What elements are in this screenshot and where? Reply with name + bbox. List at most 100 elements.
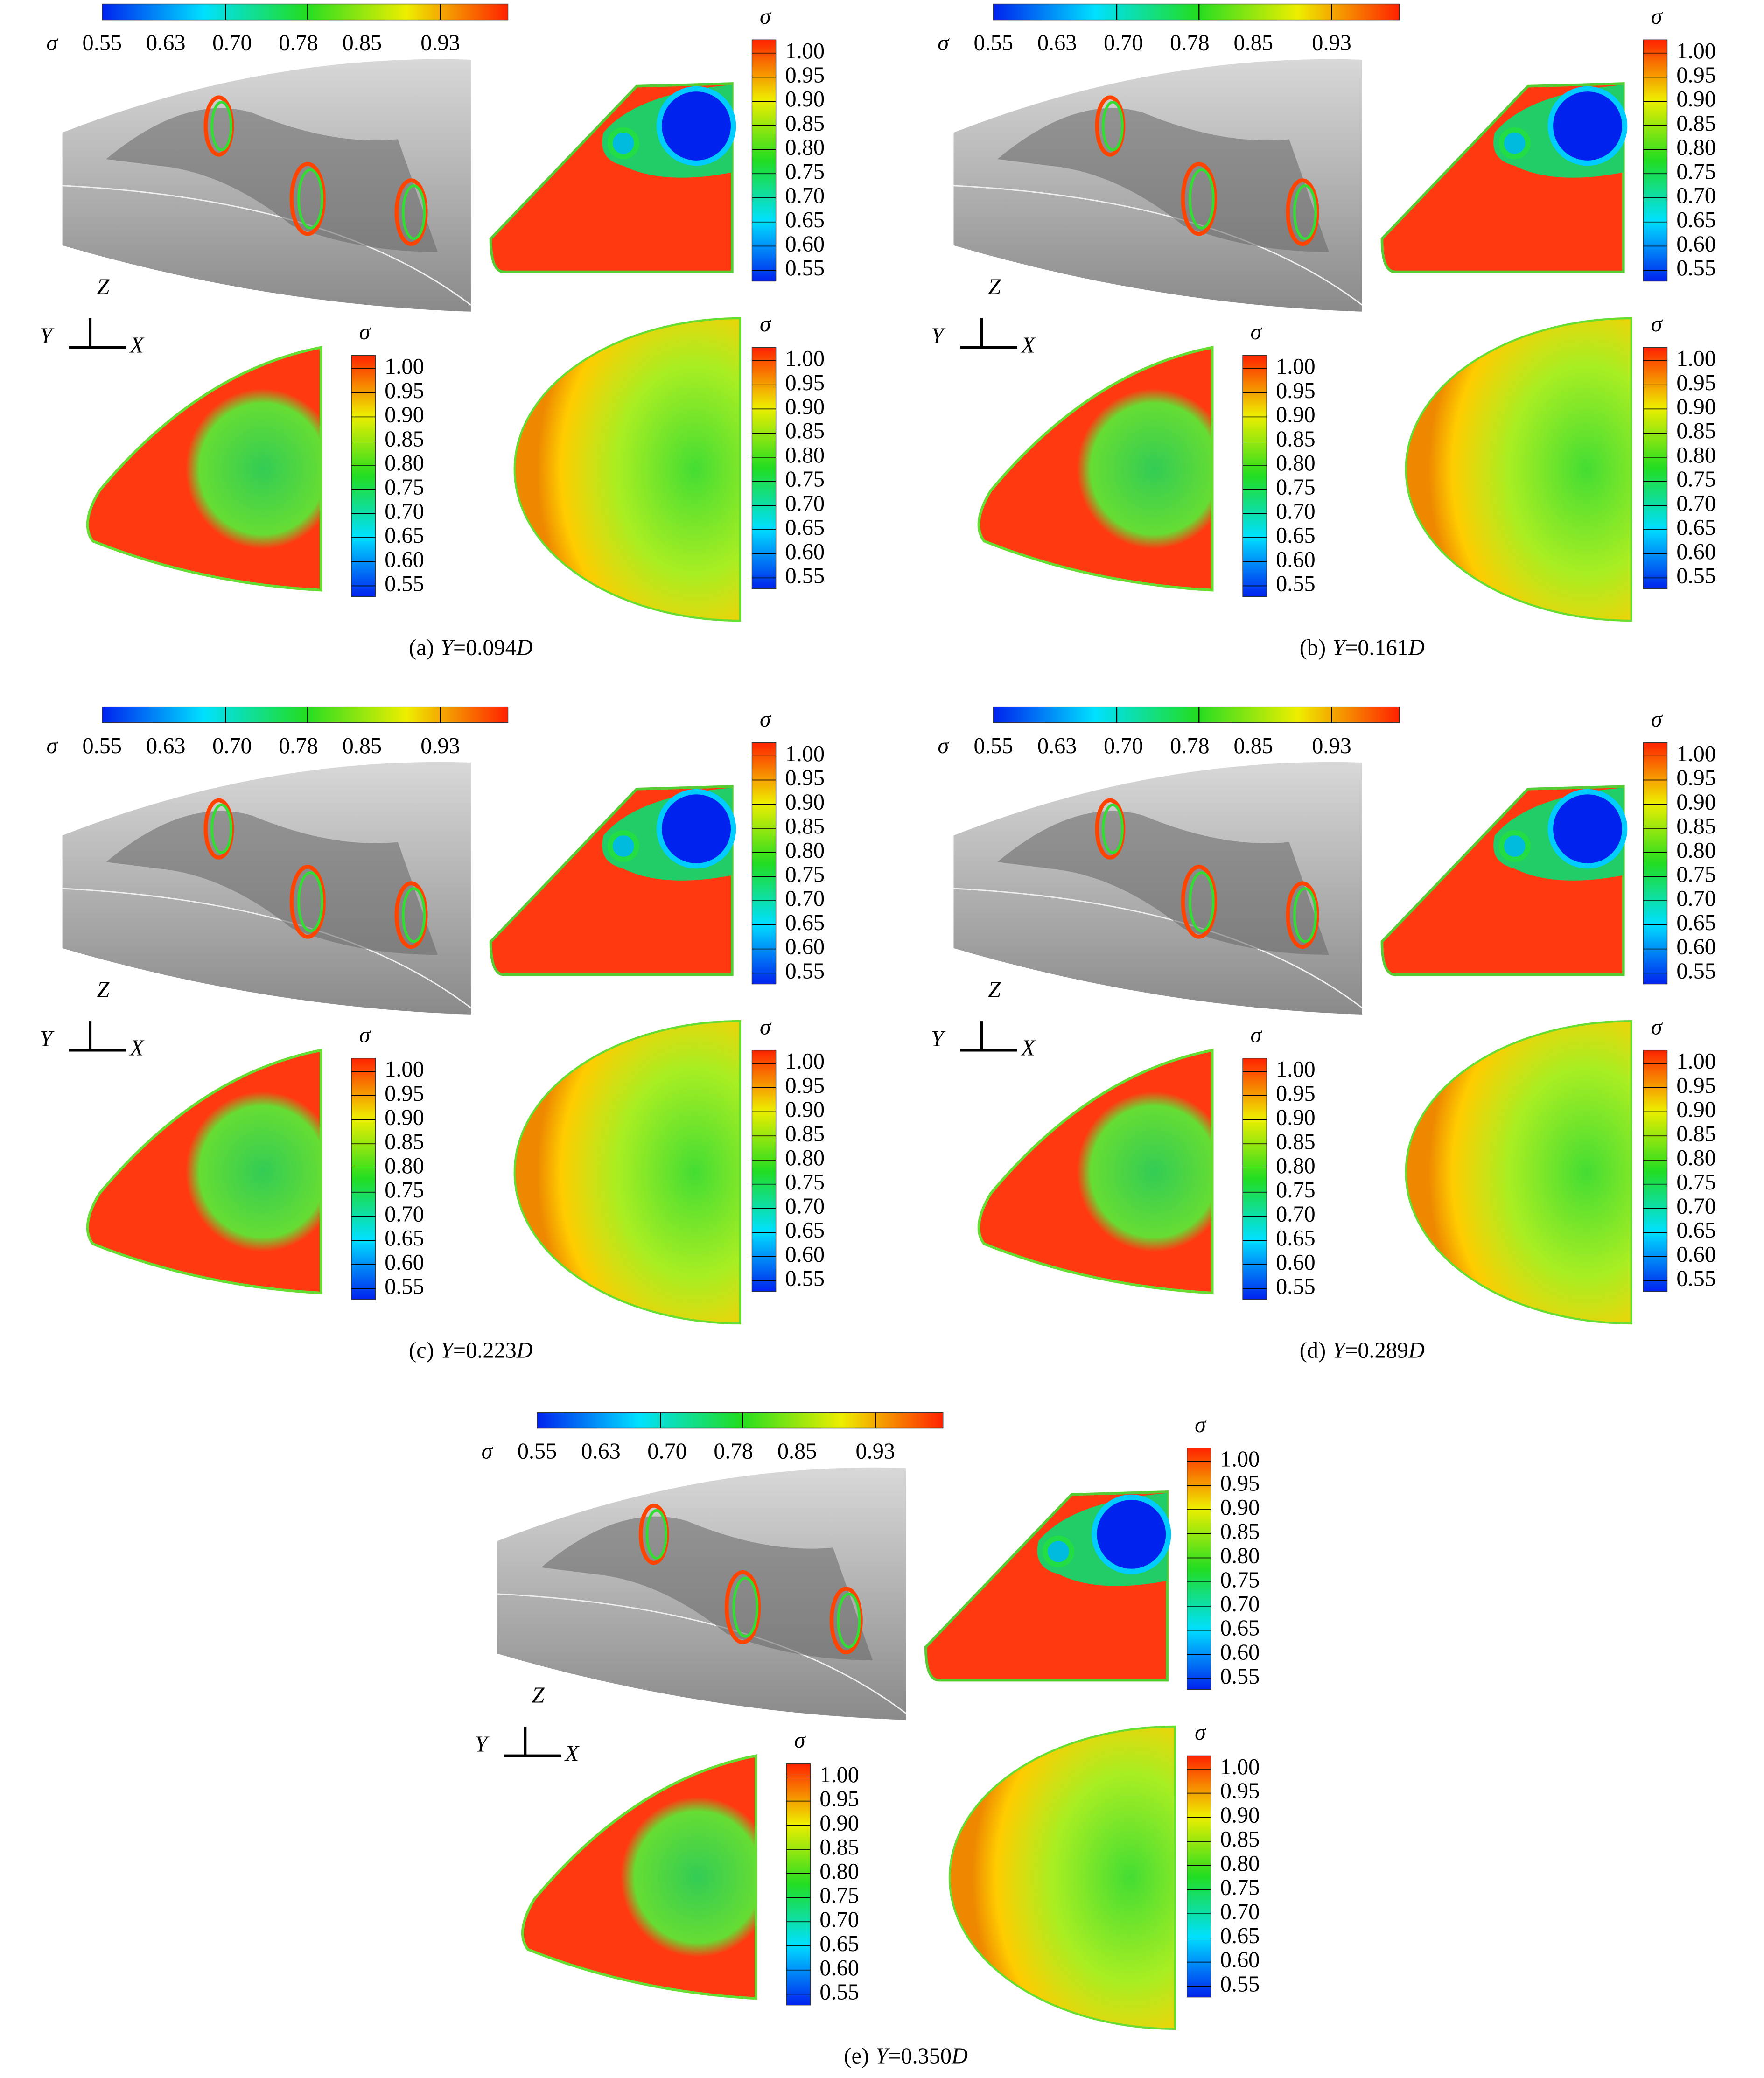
axis-label: Z [988, 275, 1001, 300]
colorbar-symbol: σ [1651, 312, 1663, 336]
colorbar-tick-label: 0.78 [1170, 734, 1210, 758]
colorbar-tick-label: 0.65 [1220, 1924, 1260, 1948]
colorbar-tick-label: 0.90 [1676, 790, 1716, 814]
colorbar-tick-label: 0.95 [1220, 1779, 1260, 1804]
colorbar-symbol: σ [760, 4, 772, 29]
axis-label: Y [40, 324, 55, 349]
colorbar-tick-label: 1.00 [1676, 39, 1716, 63]
colorbar-symbol: σ [46, 31, 58, 56]
colorbar-tick-label: 0.95 [1676, 1073, 1716, 1098]
contour-map [948, 1725, 1176, 2030]
colorbar-tick-label: 0.80 [385, 1154, 424, 1178]
colorbar-tick-label: 0.60 [785, 539, 825, 564]
colorbar [993, 3, 1400, 21]
colorbar-tick-label: 0.70 [1220, 1899, 1260, 1924]
colorbar-tick-label: 0.70 [785, 886, 825, 911]
colorbar-tick-label: 0.93 [1312, 31, 1351, 56]
colorbar-tick-label: 0.60 [1676, 935, 1716, 959]
colorbar [1186, 1448, 1211, 1690]
colorbar-tick-label: 0.75 [1676, 1170, 1716, 1195]
cross-section [645, 1509, 668, 1560]
colorbar-tick-label: 0.55 [385, 1274, 424, 1299]
colorbar-tick-label: 0.85 [1676, 814, 1716, 839]
colorbar-tick-label: 0.85 [385, 1129, 424, 1154]
cross-section [1102, 100, 1124, 151]
colorbar-tick-label: 0.55 [785, 256, 825, 280]
caption-part: Y [875, 2043, 890, 2068]
colorbar-tick-label: 0.55 [1220, 1972, 1260, 1996]
colorbar-tick-label: 0.80 [385, 451, 424, 476]
colorbar [102, 706, 509, 723]
colorbar-tick-label: 0.55 [1676, 256, 1716, 280]
colorbar-symbol: σ [1251, 1022, 1263, 1047]
colorbar-tick-label: 0.70 [212, 31, 252, 56]
caption-part: (e) [844, 2043, 869, 2068]
colorbar-tick-label: 0.85 [343, 31, 382, 56]
vortex-core [1547, 86, 1628, 166]
axis-label: Y [40, 1027, 55, 1051]
colorbar-tick-label: 0.90 [785, 1098, 825, 1122]
colorbar-tick-label: 1.00 [1276, 1057, 1316, 1082]
colorbar-tick-label: 1.00 [1676, 742, 1716, 766]
colorbar-tick-label: 0.55 [1220, 1664, 1260, 1689]
caption-part: (b) [1300, 636, 1326, 660]
panel: σ 0.55 0.63 0.70 0.78 0.85 0.93 1.000.950.900.8… [931, 3, 1716, 660]
cross-section [402, 184, 426, 240]
duct [541, 1516, 873, 1660]
caption-part: D [516, 636, 533, 660]
colorbar-tick-label: 0.63 [1037, 31, 1077, 56]
contour-map [521, 1754, 757, 2000]
colorbar-tick-label: 0.65 [785, 910, 825, 935]
cross-section [724, 1570, 761, 1644]
colorbar-tick-label: 0.78 [714, 1439, 753, 1464]
colorbar-tick-label: 0.65 [1676, 208, 1716, 232]
colorbar-tick-label: 0.55 [1276, 572, 1316, 596]
colorbar-symbol: σ [1195, 1720, 1207, 1745]
colorbar-tick-label: 1.00 [785, 39, 825, 63]
colorbar-tick-label: 0.80 [785, 135, 825, 160]
colorbar-tick-label: 0.95 [1676, 766, 1716, 791]
colorbar [1643, 742, 1668, 985]
colorbar-tick-label: 0.90 [1676, 394, 1716, 419]
colorbar [102, 3, 509, 21]
vortex [1498, 830, 1531, 862]
colorbar-tick-label: 0.70 [1676, 886, 1716, 911]
contour-map [513, 317, 742, 622]
colorbar-tick-label: 0.75 [785, 862, 825, 887]
colorbar-tick-label: 0.80 [785, 838, 825, 863]
colorbar-tick-label: 0.60 [1676, 539, 1716, 564]
colorbar-tick-label: 0.90 [1276, 1105, 1316, 1130]
cross-section [1293, 887, 1317, 943]
cross-section [1102, 804, 1124, 854]
colorbar-tick-label: 0.85 [1676, 111, 1716, 136]
colorbar [751, 742, 777, 985]
cross-section [837, 1592, 861, 1649]
panel: σ 0.55 0.63 0.70 0.78 0.85 0.93 1.000.950.900.8… [40, 706, 825, 1363]
colorbar-tick-label: 0.95 [819, 1787, 859, 1812]
cross-section [1189, 871, 1215, 932]
colorbar-tick-label: 0.75 [1676, 467, 1716, 492]
colorbar-tick-label: 0.85 [1276, 1129, 1316, 1154]
colorbar-tick-label: 0.80 [1676, 443, 1716, 468]
colorbar-tick-label: 0.95 [1676, 63, 1716, 87]
caption-part: Y [441, 636, 455, 660]
colorbar-tick-label: 0.63 [146, 31, 186, 56]
colorbar-tick-label: 0.80 [1276, 1154, 1316, 1178]
colorbar-tick-label: 0.70 [212, 734, 252, 758]
colorbar-tick-label: 0.65 [1276, 1226, 1316, 1251]
cross-section [297, 871, 323, 932]
colorbar [1242, 1057, 1267, 1300]
cross-section [1181, 865, 1217, 939]
vortex [607, 127, 639, 160]
colorbar-tick-label: 0.85 [1276, 427, 1316, 451]
colorbar [751, 347, 777, 589]
vortex [1498, 127, 1531, 160]
colorbar-tick-label: 0.95 [385, 1081, 424, 1106]
axis-label: Y [931, 324, 946, 349]
axis-label: X [129, 333, 145, 358]
colorbar-tick-label: 0.95 [1220, 1471, 1260, 1496]
colorbar-tick-label: 0.60 [385, 547, 424, 572]
colorbar [993, 706, 1400, 723]
colorbar-tick-label: 0.65 [1276, 523, 1316, 548]
